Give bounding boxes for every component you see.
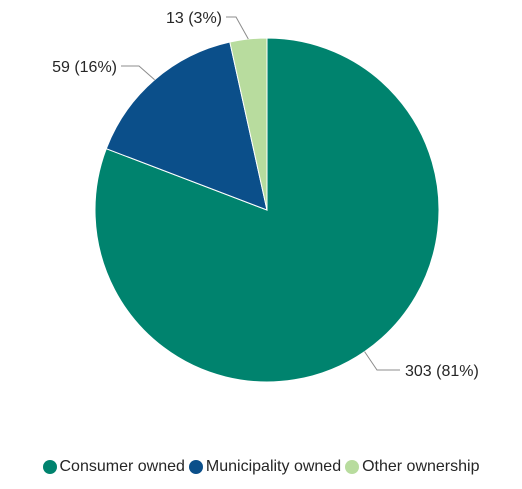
legend-label: Municipality owned bbox=[205, 458, 342, 475]
legend-swatch bbox=[345, 460, 360, 474]
leader-line bbox=[121, 65, 155, 81]
legend-swatch bbox=[42, 460, 57, 474]
leader-line bbox=[364, 351, 400, 371]
legend-item: Other ownership bbox=[345, 458, 479, 476]
data-label: 59 (16%) bbox=[52, 59, 117, 76]
pie-data-labels: 303 (81%) 59 (16%) 13 (3%) bbox=[52, 10, 479, 380]
data-label: 13 (3%) bbox=[166, 10, 222, 27]
leader-line bbox=[226, 16, 249, 40]
legend-label: Other ownership bbox=[362, 458, 480, 475]
legend: Consumer owned Municipality owned Other ow… bbox=[0, 458, 522, 476]
legend-swatch bbox=[188, 460, 203, 474]
pie-slices bbox=[94, 37, 440, 383]
data-label: 303 (81%) bbox=[405, 363, 479, 380]
legend-label: Consumer owned bbox=[59, 458, 185, 475]
legend-item: Municipality owned bbox=[188, 458, 342, 476]
legend-item: Consumer owned bbox=[42, 458, 185, 476]
